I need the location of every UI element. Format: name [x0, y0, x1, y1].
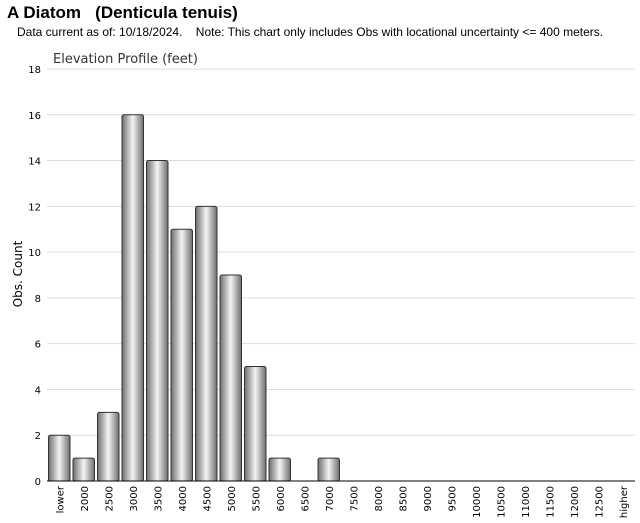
x-tick-label: 7500 [349, 486, 360, 511]
x-tick-label: 11500 [545, 486, 556, 518]
x-tick-label: higher [619, 485, 630, 518]
x-tick-label: 2500 [104, 486, 115, 511]
y-tick-label: 8 [35, 294, 41, 305]
y-tick-label: 6 [35, 340, 41, 351]
bar-5500 [244, 366, 267, 482]
page-title: A Diatom (Denticula tenuis) [7, 3, 238, 22]
bar-lower [48, 434, 71, 482]
bar-6000 [268, 457, 291, 482]
x-tick-label: 8500 [398, 486, 409, 511]
chart-title: Elevation Profile (feet) [53, 52, 198, 67]
x-tick-label: 12000 [570, 486, 581, 518]
x-tick-label: 6000 [276, 486, 287, 511]
bar-4500 [195, 205, 218, 482]
y-tick-label: 18 [28, 65, 41, 76]
x-tick-label: 11000 [521, 486, 532, 518]
x-tick-label: 2000 [80, 486, 91, 511]
x-tick-label: 7000 [325, 486, 336, 511]
x-tick-label: 6500 [300, 486, 311, 511]
x-tick-label: 12500 [594, 486, 605, 518]
bar-3000 [121, 114, 144, 482]
y-tick-label: 10 [28, 248, 41, 259]
bar-2500 [97, 411, 120, 482]
x-tick-label: 3000 [129, 486, 140, 511]
x-tick-label: 4500 [202, 486, 213, 511]
bar-5000 [219, 274, 242, 482]
bar-3500 [146, 160, 169, 482]
x-tick-label: 8000 [374, 486, 385, 511]
x-tick-label: lower [55, 485, 66, 513]
y-tick-label: 0 [35, 477, 41, 488]
bars [48, 114, 340, 482]
y-tick-label: 16 [28, 111, 41, 122]
x-ticks: lower 2000 2500 3000 3500 4000 4500 5000 5500 600… [55, 485, 630, 518]
bar-2000 [72, 457, 95, 482]
x-tick-label: 3500 [153, 486, 164, 511]
y-tick-label: 4 [35, 385, 41, 396]
x-tick-label: 5000 [227, 486, 238, 511]
x-tick-label: 9500 [447, 486, 458, 511]
y-tick-label: 14 [28, 157, 41, 168]
bar-7000 [317, 457, 340, 482]
gridlines [47, 68, 635, 436]
y-ticks: 0 2 4 6 8 10 12 14 16 18 [28, 65, 41, 488]
x-tick-label: 4000 [178, 486, 189, 511]
data-note: Data current as of: 10/18/2024. Note: Th… [17, 25, 604, 39]
x-tick-label: 10000 [472, 486, 483, 518]
x-tick-label: 9000 [423, 486, 434, 511]
x-tick-label: 5500 [251, 486, 262, 511]
x-tick-label: 10500 [496, 486, 507, 518]
y-tick-label: 12 [28, 202, 41, 213]
y-axis-label: Obs. Count [11, 240, 25, 307]
bar-4000 [170, 228, 193, 482]
y-tick-label: 2 [35, 431, 41, 442]
